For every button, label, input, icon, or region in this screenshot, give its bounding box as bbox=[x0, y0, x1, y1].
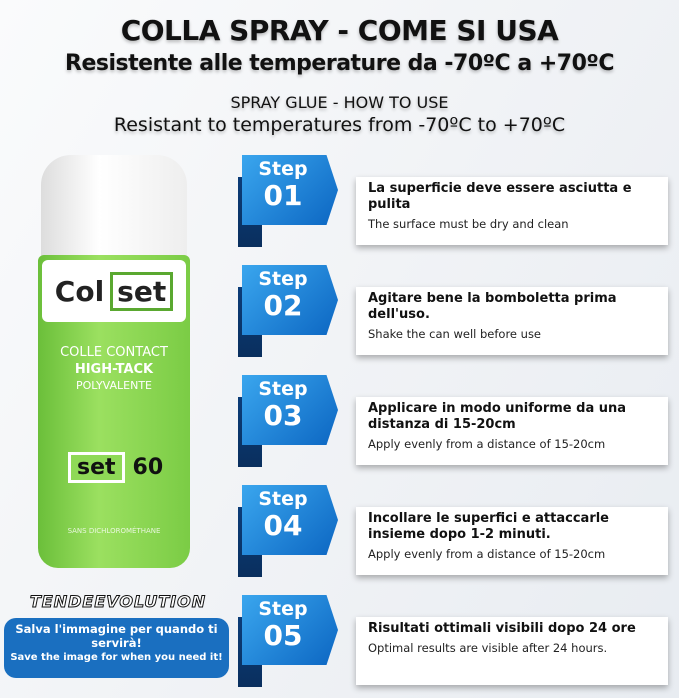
step-text-en: Optimal results are visible after 24 hou… bbox=[368, 641, 608, 655]
step-item: Step 04 Incollare le superfici e attaccar… bbox=[238, 485, 670, 577]
step-badge: Step 05 bbox=[242, 595, 338, 665]
step-text-en: Apply evenly from a distance of 15-20cm bbox=[368, 547, 606, 561]
brand-left: Col bbox=[54, 274, 105, 308]
step-number: 02 bbox=[263, 289, 303, 322]
product-line2: HIGH-TACK bbox=[74, 362, 154, 377]
step-card: Applicare in modo uniforme da una distan… bbox=[356, 397, 668, 465]
product-footer: SANS DICHLOROMÉTHANE bbox=[67, 527, 161, 535]
step-item: Step 05 Risultati ottimali visibili dopo … bbox=[238, 595, 670, 687]
step-card: Agitare bene la bomboletta prima dell'us… bbox=[356, 287, 668, 355]
step-label: Step bbox=[258, 158, 308, 180]
step-text-it: Applicare in modo uniforme da una distan… bbox=[368, 401, 627, 432]
step-label: Step bbox=[258, 378, 308, 400]
step-text-en: The surface must be dry and clean bbox=[368, 217, 569, 231]
step-label: Step bbox=[258, 488, 308, 510]
step-card: Incollare le superfici e attaccarle insi… bbox=[356, 507, 668, 575]
step-badge: Step 04 bbox=[242, 485, 338, 555]
step-number: 01 bbox=[263, 179, 303, 212]
step-number: 04 bbox=[263, 509, 303, 542]
brand-label: Col set bbox=[42, 260, 186, 322]
page-subtitle: Resistente alle temperature da -70ºC a +… bbox=[65, 51, 614, 76]
brand-right: set bbox=[110, 271, 174, 311]
brand-logo: TENDEEVOLUTION bbox=[29, 592, 207, 612]
step-badge: Step 03 bbox=[242, 375, 338, 445]
step-card: La superficie deve essere asciutta e pul… bbox=[356, 177, 668, 245]
model-number: 60 bbox=[132, 455, 164, 480]
step-text-it: Risultati ottimali visibili dopo 24 ore bbox=[368, 621, 636, 636]
save-note-it: Salva l'immagine per quando ti servirà! bbox=[15, 622, 218, 650]
can-cap bbox=[41, 155, 187, 265]
page-title: COLLA SPRAY - COME SI USA bbox=[120, 14, 559, 47]
page-subtitle-en: Resistant to temperatures from -70ºC to … bbox=[113, 114, 566, 136]
step-label: Step bbox=[258, 268, 308, 290]
product-line1: COLLE CONTACT bbox=[60, 345, 168, 360]
step-text-it: Agitare bene la bomboletta prima dell'us… bbox=[368, 291, 617, 322]
step-card: Risultati ottimali visibili dopo 24 ore O… bbox=[356, 617, 668, 685]
step-badge: Step 02 bbox=[242, 265, 338, 335]
step-text-en: Apply evenly from a distance of 15-20cm bbox=[368, 437, 606, 451]
step-item: Step 03 Applicare in modo uniforme da una… bbox=[238, 375, 670, 467]
save-note: Salva l'immagine per quando ti servirà! … bbox=[4, 618, 229, 678]
save-note-en: Save the image for when you need it! bbox=[10, 652, 223, 663]
step-text-it: Incollare le superfici e attaccarle insi… bbox=[368, 511, 610, 542]
step-text-it: La superficie deve essere asciutta e pul… bbox=[368, 181, 632, 212]
step-number: 03 bbox=[263, 399, 303, 432]
spray-can-image: Col set COLLE CONTACT HIGH-TACK POLYVALEN… bbox=[38, 155, 190, 568]
page-title-en: SPRAY GLUE - HOW TO USE bbox=[230, 93, 449, 112]
step-label: Step bbox=[258, 598, 308, 620]
step-text-en: Shake the can well before use bbox=[368, 327, 542, 341]
product-line3: POLYVALENTE bbox=[75, 379, 152, 392]
model-label: set 60 bbox=[68, 452, 163, 483]
step-number: 05 bbox=[263, 619, 303, 652]
model-box: set bbox=[68, 452, 125, 483]
step-item: Step 02 Agitare bene la bomboletta prima … bbox=[238, 265, 670, 357]
step-badge: Step 01 bbox=[242, 155, 338, 225]
step-item: Step 01 La superficie deve essere asciutt… bbox=[238, 155, 670, 247]
